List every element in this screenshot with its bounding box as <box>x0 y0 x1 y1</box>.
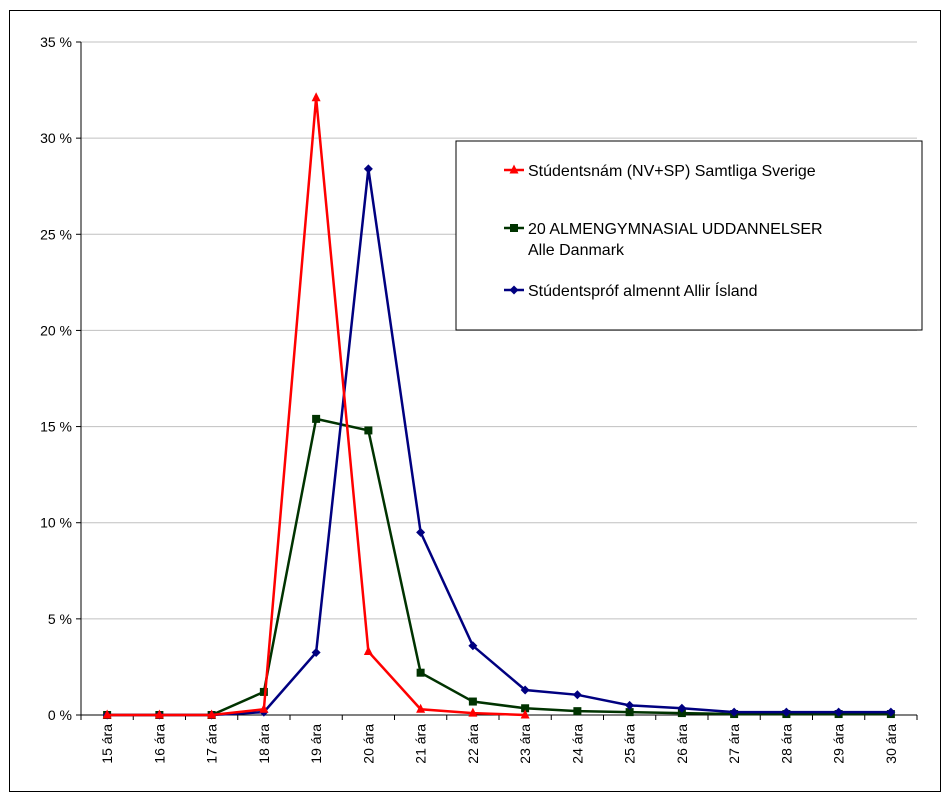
x-tick-label: 19 ára <box>308 724 324 764</box>
x-tick-label: 18 ára <box>256 724 272 764</box>
data-point-marker <box>573 707 582 716</box>
legend-box <box>455 140 923 331</box>
data-point-marker <box>729 707 739 717</box>
data-point-marker <box>521 704 530 713</box>
y-tick-label: 5 % <box>48 611 72 627</box>
x-tick-label: 23 ára <box>517 724 533 764</box>
legend-label: Stúdentspróf almennt Allir Ísland <box>528 281 757 300</box>
y-tick-label: 0 % <box>48 707 72 723</box>
data-point-marker <box>259 687 268 696</box>
x-tick-label: 29 ára <box>831 724 847 764</box>
data-point-marker <box>834 707 844 717</box>
x-axis-ticks: 15 ára 16 ára 17 ára 18 ára 19 ára 20 ára 21 á… <box>99 724 899 764</box>
data-point-marker <box>311 648 321 658</box>
data-point-marker <box>677 703 687 713</box>
legend-item: 20 ALMENGYMNASIAL UDDANNELSER Alle Danmar… <box>504 221 823 259</box>
data-point-marker <box>677 709 686 718</box>
y-axis-ticks: 0 % 5 % 10 % 15 % 20 % 25 % 30 % 35 % <box>40 34 72 723</box>
x-tick-label: 28 ára <box>778 724 794 764</box>
data-point-marker <box>416 703 426 713</box>
legend-item: Stúdentsnám (NV+SP) Samtliga Sverige <box>504 163 816 180</box>
legend-label: 20 ALMENGYMNASIAL UDDANNELSER <box>528 221 823 238</box>
data-point-marker <box>886 707 896 717</box>
data-point-marker <box>468 641 478 651</box>
x-tick-label: 20 ára <box>360 724 376 764</box>
data-point-marker <box>625 708 634 717</box>
x-tick-label: 25 ára <box>622 724 638 764</box>
data-point-marker <box>625 700 635 710</box>
series-line <box>107 168 891 717</box>
data-point-marker <box>416 527 426 537</box>
y-tick-label: 10 % <box>40 515 72 531</box>
x-tick-label: 17 ára <box>204 724 220 764</box>
data-point-marker <box>509 164 519 174</box>
data-point-marker <box>154 709 164 719</box>
series-layer <box>102 92 896 720</box>
y-tick-label: 35 % <box>40 34 72 50</box>
data-point-marker <box>364 426 373 435</box>
data-point-marker <box>363 164 373 174</box>
data-point-marker <box>102 709 112 719</box>
legend-item: Stúdentspróf almennt Allir Ísland <box>504 281 757 300</box>
x-tick-label: 16 ára <box>151 724 167 764</box>
data-point-marker <box>468 697 477 706</box>
data-point-marker <box>311 92 321 102</box>
data-point-marker <box>207 709 217 719</box>
legend-label: Alle Danmark <box>528 242 625 259</box>
series-line <box>107 417 891 717</box>
series-line-group <box>103 414 895 719</box>
y-tick-label: 30 % <box>40 130 72 146</box>
x-tick-label: 24 ára <box>569 724 585 764</box>
data-point-marker <box>520 709 530 719</box>
y-tick-label: 15 % <box>40 419 72 435</box>
data-point-marker <box>520 685 530 695</box>
data-point-marker <box>510 224 518 232</box>
legend: Stúdentsnám (NV+SP) Samtliga Sverige 20 A… <box>455 140 923 331</box>
data-point-marker <box>363 646 373 656</box>
data-point-marker <box>312 414 321 423</box>
x-tick-label: 27 ára <box>726 724 742 764</box>
data-point-marker <box>781 707 791 717</box>
y-tick-label: 20 % <box>40 322 72 338</box>
x-tick-label: 21 ára <box>413 724 429 764</box>
data-point-marker <box>468 707 478 717</box>
legend-label: Stúdentsnám (NV+SP) Samtliga Sverige <box>528 163 816 180</box>
data-point-marker <box>572 690 582 700</box>
x-tick-label: 26 ára <box>674 724 690 764</box>
data-point-marker <box>416 668 425 677</box>
y-tick-label: 25 % <box>40 226 72 242</box>
data-point-marker <box>509 285 519 295</box>
series-line-group <box>102 92 530 719</box>
x-tick-label: 15 ára <box>99 724 115 764</box>
x-tick-label: 30 ára <box>883 724 899 764</box>
data-point-marker <box>259 703 269 713</box>
x-tick-label: 22 ára <box>465 724 481 764</box>
chart-frame <box>9 10 941 792</box>
